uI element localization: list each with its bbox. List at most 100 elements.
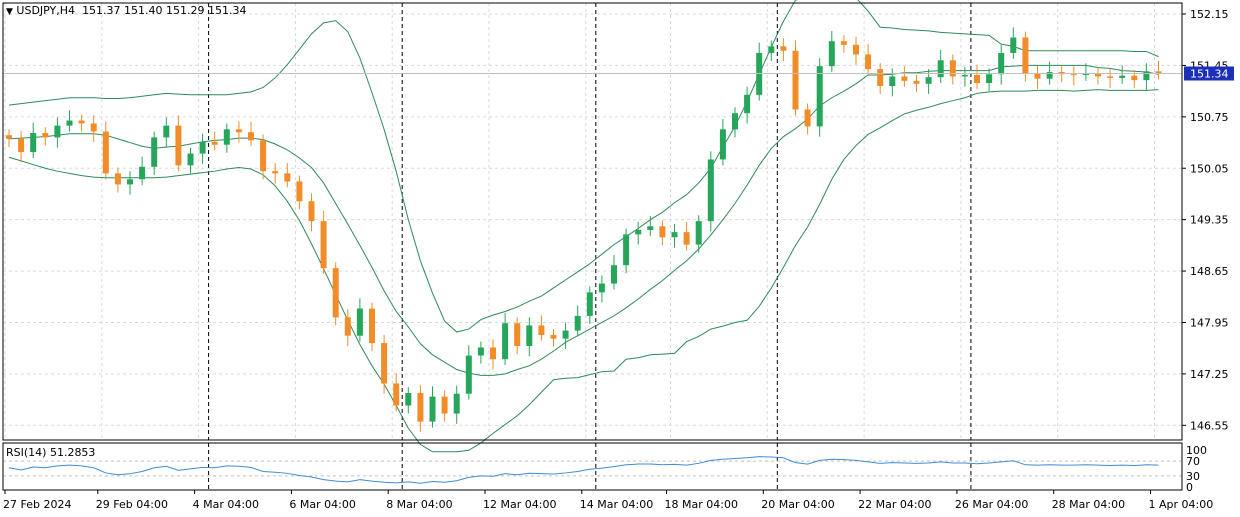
candle xyxy=(477,341,484,364)
candle xyxy=(30,122,37,158)
candle-body xyxy=(441,396,448,414)
candle xyxy=(949,54,956,85)
x-tick-label: 12 Mar 04:00 xyxy=(483,498,556,511)
candle-body xyxy=(744,94,751,114)
candle xyxy=(405,387,412,414)
candle-body xyxy=(6,135,12,139)
candle xyxy=(6,129,12,147)
candle-body xyxy=(30,132,37,153)
candle-body xyxy=(344,317,351,336)
candle xyxy=(453,385,460,424)
candle xyxy=(744,86,751,124)
candle xyxy=(538,315,545,341)
candle-body xyxy=(369,308,375,344)
candle xyxy=(381,334,388,394)
candle-body xyxy=(937,60,944,78)
symbol-label: USDJPY,H4 xyxy=(16,4,76,17)
candle-body xyxy=(1070,74,1077,76)
candle-body xyxy=(574,315,581,331)
candles xyxy=(6,27,1162,432)
candle xyxy=(139,156,146,186)
candle-body xyxy=(127,179,133,185)
candle-body xyxy=(18,138,25,153)
candle xyxy=(986,68,993,92)
candle xyxy=(54,117,61,148)
chart-header: ▼ USDJPY,H4 151.37 151.40 151.29 151.34 xyxy=(6,4,247,17)
candle xyxy=(441,390,448,422)
candle-body xyxy=(1010,37,1017,53)
candle-body xyxy=(840,41,847,45)
rsi-label: RSI(14) 51.2853 xyxy=(6,446,96,459)
candle-body xyxy=(768,46,775,53)
candle xyxy=(344,309,351,346)
candle xyxy=(659,220,666,246)
candle-body xyxy=(1143,71,1150,81)
candle xyxy=(429,386,436,428)
candle xyxy=(562,322,569,349)
candle xyxy=(102,121,109,180)
candle-body xyxy=(417,392,424,422)
candle-body xyxy=(90,123,97,132)
candle-body xyxy=(381,343,388,384)
candle-body xyxy=(223,129,230,145)
candle-body xyxy=(102,131,109,174)
candle xyxy=(223,123,230,153)
candle-body xyxy=(623,234,630,266)
candle-body xyxy=(1046,72,1053,79)
candle xyxy=(465,345,472,400)
rsi-header: RSI(14) 51.2853 xyxy=(6,446,95,459)
candle-body xyxy=(611,265,617,284)
candle-body xyxy=(889,76,896,86)
candle xyxy=(925,69,932,95)
candle-body xyxy=(550,334,557,339)
candle-body xyxy=(780,46,787,51)
candle xyxy=(768,40,775,62)
candle-body xyxy=(260,140,267,172)
band-upper-band xyxy=(8,0,1159,333)
candle xyxy=(1070,66,1077,86)
candle xyxy=(623,228,630,274)
candle-body xyxy=(659,226,666,238)
symbol-menu-icon[interactable]: ▼ xyxy=(6,7,13,17)
candle xyxy=(586,286,593,324)
candle xyxy=(284,163,291,188)
x-tick-label: 26 Mar 04:00 xyxy=(955,498,1028,511)
candle xyxy=(901,66,908,87)
period-separators xyxy=(208,3,972,490)
candle-body xyxy=(877,69,884,86)
candle-body xyxy=(1107,76,1114,78)
candle xyxy=(550,329,557,347)
x-tick-label: 6 Mar 04:00 xyxy=(289,498,355,511)
candle xyxy=(502,312,509,366)
candle xyxy=(90,115,97,142)
candle-body xyxy=(211,141,218,145)
candle-body xyxy=(1119,75,1126,78)
y-tick-label: 149.35 xyxy=(1190,214,1229,227)
candle xyxy=(114,167,121,193)
candle-body xyxy=(671,232,678,238)
candle xyxy=(127,171,133,195)
candle-body xyxy=(1034,73,1041,79)
price-tag xyxy=(1184,66,1234,81)
price-tag-label: 151.34 xyxy=(1190,68,1229,81)
candle xyxy=(998,44,1005,85)
candle xyxy=(78,114,85,132)
candle-body xyxy=(925,77,932,84)
candle-body xyxy=(526,325,533,346)
x-tick-label: 22 Mar 04:00 xyxy=(858,498,931,511)
candle-body xyxy=(804,109,811,127)
candle xyxy=(260,134,267,180)
candle-body xyxy=(151,137,158,167)
candle-body xyxy=(66,120,73,126)
candle xyxy=(272,163,279,184)
candle xyxy=(332,262,339,326)
candle xyxy=(369,302,375,352)
candle-body xyxy=(114,173,121,185)
candle xyxy=(151,131,158,175)
candle xyxy=(163,117,170,148)
candle xyxy=(175,115,182,172)
x-tick-label: 28 Mar 04:00 xyxy=(1052,498,1125,511)
x-tick-label: 4 Mar 04:00 xyxy=(193,498,259,511)
candle-body xyxy=(393,383,400,406)
candle xyxy=(816,58,823,137)
